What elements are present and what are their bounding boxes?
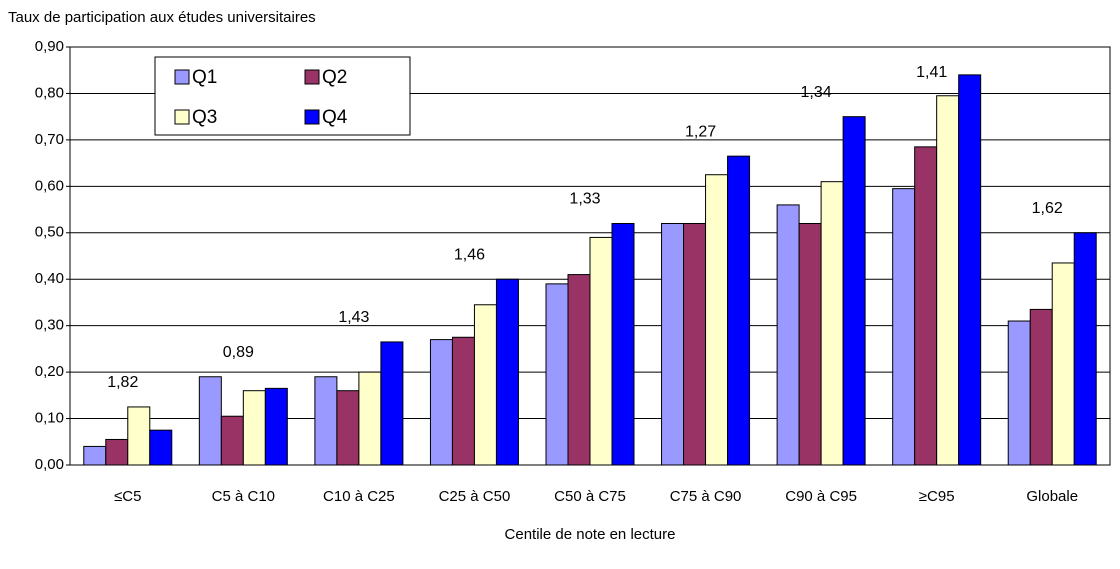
ratio-label: 1,27 [685,123,716,140]
bar [1051,262,1075,466]
ratio-label: 1,43 [338,309,369,326]
bar [220,415,244,466]
y-tick-label: 0,80 [35,84,64,101]
ratio-label: 1,62 [1032,200,1063,217]
bar [1073,232,1097,466]
y-tick-label: 0,70 [35,131,64,148]
y-tick-label: 0,50 [35,224,64,241]
x-tick-label: C5 à C10 [212,488,275,505]
bar [83,445,107,466]
bar [149,429,173,466]
x-axis-title: Centile de note en lecture [505,526,676,543]
chart-title: Taux de participation aux études univers… [8,9,316,26]
bar [611,222,635,466]
ratio-label: 1,46 [454,246,485,263]
legend-swatch [174,109,190,125]
legend-box [154,56,411,136]
y-tick-label: 0,10 [35,410,64,427]
bar [1007,320,1031,466]
bar [776,204,800,466]
bar [473,304,497,466]
bar [661,222,685,466]
bar [727,155,751,466]
bar [914,146,938,466]
bar [705,174,729,466]
legend-swatch [304,69,320,85]
bar [380,341,404,466]
bar [892,188,916,466]
bar [314,376,338,466]
bar [589,236,613,466]
bar [545,283,569,466]
bar [820,181,844,466]
legend-label: Q3 [192,107,217,128]
bar [105,438,129,466]
bar [264,387,288,466]
ratio-label: 1,41 [916,64,947,81]
y-tick-label: 0,20 [35,363,64,380]
ratio-label: 1,33 [569,191,600,208]
bar [936,95,960,466]
ratio-label: 1,82 [107,374,138,391]
y-tick-label: 0,30 [35,317,64,334]
bar [495,278,519,466]
bar [198,376,222,466]
y-tick-label: 0,40 [35,270,64,287]
bar [683,222,707,466]
legend-swatch [174,69,190,85]
bar [336,390,360,466]
bar [451,336,475,466]
bar [242,390,266,466]
legend-label: Q1 [192,67,217,88]
bar [567,274,591,466]
legend-label: Q2 [322,67,347,88]
x-tick-label: C50 à C75 [554,488,626,505]
y-tick-label: 0,90 [35,38,64,55]
bar [358,371,382,466]
x-tick-label: C75 à C90 [670,488,742,505]
x-tick-label: C10 à C25 [323,488,395,505]
ratio-label: 1,34 [801,84,832,101]
x-tick-label: Globale [1026,488,1078,505]
bar [958,74,982,466]
legend-swatch [304,109,320,125]
ratio-label: 0,89 [223,344,254,361]
bar [842,116,866,466]
x-tick-label: ≥C95 [919,488,955,505]
bar [1029,308,1053,466]
x-tick-label: C90 à C95 [785,488,857,505]
legend-label: Q4 [322,107,348,128]
x-tick-label: C25 à C50 [439,488,511,505]
bar [127,406,151,466]
y-tick-label: 0,60 [35,177,64,194]
bar [798,222,822,466]
y-tick-label: 0,00 [35,456,64,473]
x-tick-label: ≤C5 [114,488,141,505]
bar [429,339,453,466]
